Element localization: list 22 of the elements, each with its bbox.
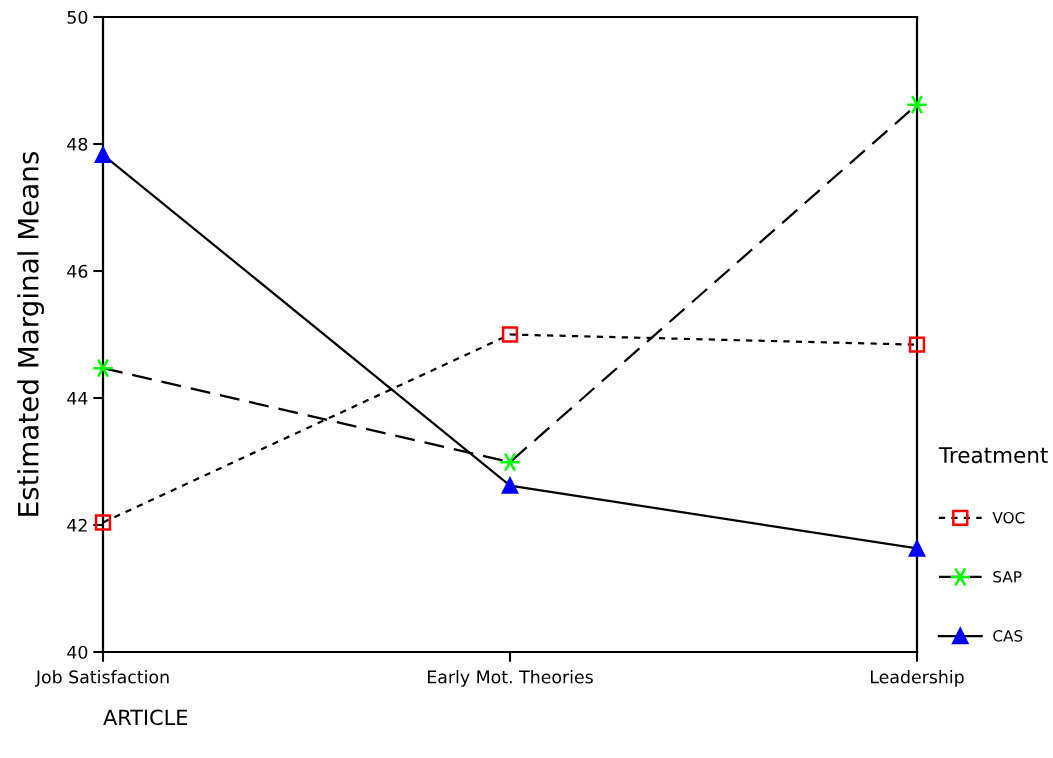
y-tick-label: 42 bbox=[67, 518, 87, 532]
y-tick-label: 40 bbox=[67, 645, 88, 659]
y-tick-label: 50 bbox=[67, 10, 88, 24]
point bbox=[94, 146, 112, 163]
legend-label: CAS bbox=[993, 630, 1023, 642]
point bbox=[908, 540, 926, 557]
point bbox=[501, 477, 519, 494]
legend-label: SAP bbox=[993, 570, 1022, 583]
point bbox=[94, 514, 112, 531]
x-axis-title: ARTICLE bbox=[103, 709, 188, 726]
y-tick-label: 48 bbox=[67, 137, 88, 151]
x-tick-label: Job Satisfaction bbox=[35, 670, 169, 687]
x-tick-label: Early Mot. Theories bbox=[428, 670, 593, 687]
legend-label: VOC bbox=[992, 511, 1025, 524]
y-axis-title: Estimated Marginal Means bbox=[17, 151, 45, 516]
y-tick-label: 46 bbox=[67, 264, 88, 278]
point bbox=[906, 94, 928, 115]
x-tick-label: Leadership bbox=[870, 670, 964, 687]
point bbox=[908, 336, 926, 353]
point bbox=[501, 326, 519, 343]
y-tick-label: 44 bbox=[67, 391, 88, 405]
legend-title: Treatment bbox=[938, 447, 1048, 464]
